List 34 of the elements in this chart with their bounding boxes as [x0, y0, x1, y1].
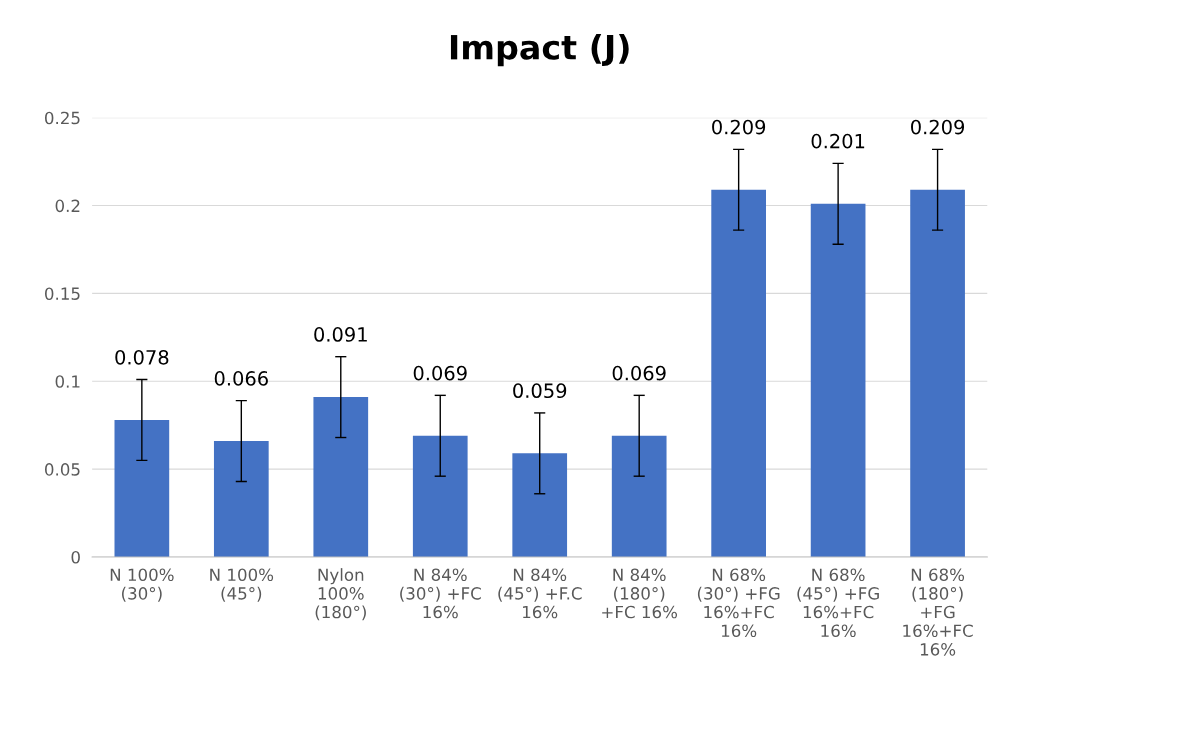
bar — [810, 203, 866, 558]
data-label: 0.069 — [612, 365, 666, 381]
y-tick-label: 0.1 — [55, 375, 80, 388]
x-tick-label: N 84% (45°) +F.C 16% — [498, 568, 582, 619]
x-tick-label: N 68% (30°) +FG 16%+FC 16% — [697, 568, 780, 638]
x-tick-label: N 68% (180°) +FG 16%+FC 16% — [903, 568, 973, 656]
bar — [213, 441, 269, 558]
bar — [711, 189, 766, 558]
data-label: 0.078 — [115, 349, 169, 365]
x-tick-label: Nylon 100% (180°) — [315, 568, 366, 621]
y-tick-label: 0.25 — [45, 111, 80, 125]
bar — [512, 453, 568, 558]
x-tick-label: N 84% (30°) +FC 16% — [400, 568, 481, 619]
bar — [114, 419, 170, 558]
data-label: 0.091 — [314, 327, 367, 342]
data-label: 0.069 — [413, 365, 467, 381]
data-label: 0.209 — [911, 119, 965, 135]
x-tick-label: N 100% (30°) — [110, 568, 174, 602]
y-tick-label: 0.15 — [45, 287, 80, 300]
x-tick-label: N 68% (45°) +FG 16%+FC 16% — [797, 568, 879, 638]
data-label: 0.066 — [214, 371, 268, 386]
y-tick-label: 0 — [71, 550, 80, 564]
data-label: 0.209 — [712, 119, 766, 135]
bar — [611, 435, 667, 558]
bar — [313, 397, 369, 558]
x-tick-label: N 84% (180°) +FC 16% — [602, 568, 678, 619]
bar — [412, 435, 468, 558]
bar — [910, 189, 965, 558]
y-tick-label: 0.05 — [45, 463, 80, 476]
data-label: 0.059 — [513, 383, 567, 399]
x-tick-label: N 100% (45°) — [210, 568, 274, 602]
y-tick-label: 0.2 — [55, 199, 80, 213]
chart-title: Impact (J) — [450, 34, 629, 67]
data-label: 0.201 — [811, 133, 865, 149]
